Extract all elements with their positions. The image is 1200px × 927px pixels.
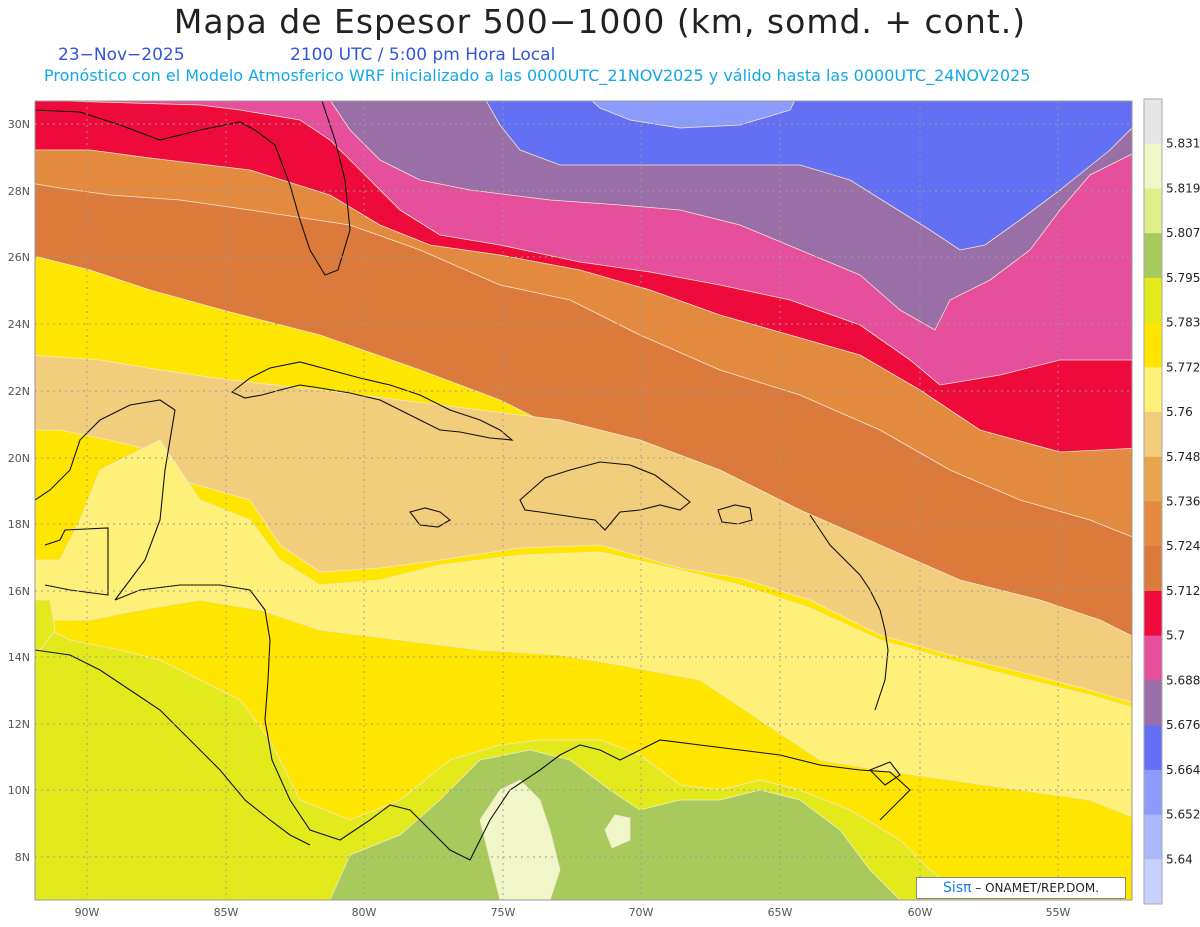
lat-label: 18N <box>8 518 30 531</box>
band-tan <box>35 354 1132 704</box>
colorbar-swatch <box>1144 277 1162 324</box>
colorbar-swatch <box>1144 769 1162 816</box>
band-light-yellow <box>35 439 1132 818</box>
band-pale <box>479 779 561 900</box>
coast-central-america-pacific <box>35 649 311 846</box>
band-green-west <box>35 599 56 651</box>
colorbar-swatch <box>1144 99 1162 145</box>
colorbar-swatch <box>1144 546 1162 592</box>
graticule <box>35 101 1132 900</box>
map-title: Mapa de Espesor 500−1000 (km, somd. + co… <box>173 2 1027 41</box>
colorbar-label: 5.831 <box>1166 137 1200 151</box>
colorbar-frame <box>1143 98 1163 905</box>
coastlines <box>35 101 911 861</box>
credit-org: – ONAMET/REP.DOM. <box>971 881 1100 895</box>
lon-label: 65W <box>768 906 793 919</box>
colorbar-swatch <box>1144 635 1162 681</box>
coast-cuba <box>230 361 514 441</box>
colorbar-swatch <box>1144 188 1162 234</box>
lat-label: 20N <box>8 452 30 465</box>
forecast-date: 23−Nov−2025 <box>58 45 185 65</box>
lat-label: 26N <box>8 251 30 264</box>
colorbar-label: 5.688 <box>1166 673 1200 687</box>
lon-label: 90W <box>75 906 100 919</box>
thickness-field <box>35 101 1132 900</box>
colorbar-swatch <box>1144 859 1162 905</box>
lon-label: 60W <box>908 906 933 919</box>
colorbar-swatch <box>1144 233 1162 279</box>
colorbar-label: 5.724 <box>1166 539 1200 553</box>
coast-mexico-border <box>44 527 109 596</box>
coast-puerto-rico <box>717 504 753 525</box>
coast-hispaniola <box>519 461 691 531</box>
coast-south-america <box>469 739 911 861</box>
colorbar-swatch <box>1144 680 1162 726</box>
coast-yucatan <box>35 399 176 601</box>
lat-label: 22N <box>8 385 30 398</box>
colorbar-label: 5.76 <box>1166 405 1193 419</box>
lon-label: 55W <box>1046 906 1071 919</box>
colorbar-label: 5.748 <box>1166 450 1200 464</box>
band-light-blue <box>591 101 795 129</box>
lat-label: 24N <box>8 318 30 331</box>
lon-label: 75W <box>491 906 516 919</box>
lat-label: 30N <box>8 118 30 131</box>
lat-label: 12N <box>8 718 30 731</box>
coast-trinidad <box>869 761 901 786</box>
coast-jamaica <box>409 507 451 528</box>
colorbar: 5.831 5.819 5.807 5.795 5.783 5.772 5.76 5.748 5… <box>1143 98 1200 905</box>
lat-label: 16N <box>8 585 30 598</box>
colorbar-label: 5.64 <box>1166 852 1193 866</box>
coast-usa-gulf <box>35 101 351 276</box>
colorbar-label: 5.652 <box>1166 808 1200 822</box>
coast-lesser-antilles <box>809 514 889 711</box>
colorbar-label: 5.676 <box>1166 718 1200 732</box>
colorbar-label: 5.664 <box>1166 763 1200 777</box>
map-frame <box>34 100 1133 901</box>
colorbar-swatch <box>1144 501 1162 547</box>
lat-label: 14N <box>8 651 30 664</box>
lon-axis: 90W 85W 80W 75W 70W 65W 60W 55W <box>75 906 1071 919</box>
colorbar-swatch <box>1144 590 1162 637</box>
lon-label: 85W <box>214 906 239 919</box>
colorbar-swatch <box>1144 814 1162 860</box>
colorbar-label: 5.795 <box>1166 271 1200 285</box>
forecast-time: 2100 UTC / 5:00 pm Hora Local <box>290 45 556 65</box>
colorbar-swatch <box>1144 456 1162 502</box>
band-pale-2 <box>604 814 631 849</box>
colorbar-label: 5.772 <box>1166 360 1200 374</box>
colorbar-label: 5.736 <box>1166 495 1200 509</box>
colorbar-swatch <box>1144 322 1162 368</box>
colorbar-label: 5.7 <box>1166 629 1185 643</box>
forecast-note: Pronóstico con el Modelo Atmosferico WRF… <box>44 66 1031 85</box>
band-purple-blue <box>485 101 1132 251</box>
colorbar-label: 5.712 <box>1166 584 1200 598</box>
lon-label: 70W <box>629 906 654 919</box>
credit-box: Sisπ – ONAMET/REP.DOM. <box>916 877 1126 899</box>
lat-label: 10N <box>8 784 30 797</box>
coast-central-america <box>114 584 471 861</box>
lat-label: 28N <box>8 185 30 198</box>
lon-label: 80W <box>352 906 377 919</box>
colorbar-swatch <box>1144 367 1162 413</box>
colorbar-label: 5.807 <box>1166 226 1200 240</box>
credit-brand: Sisπ <box>942 880 972 896</box>
lat-axis: 30N 28N 26N 24N 22N 20N 18N 16N 14N 12N … <box>8 118 30 864</box>
colorbar-label: 5.819 <box>1166 181 1200 195</box>
colorbar-swatch <box>1144 725 1162 771</box>
colorbar-swatch <box>1144 143 1162 189</box>
colorbar-label: 5.783 <box>1166 316 1200 330</box>
colorbar-swatch <box>1144 412 1162 458</box>
lat-label: 8N <box>15 851 30 864</box>
